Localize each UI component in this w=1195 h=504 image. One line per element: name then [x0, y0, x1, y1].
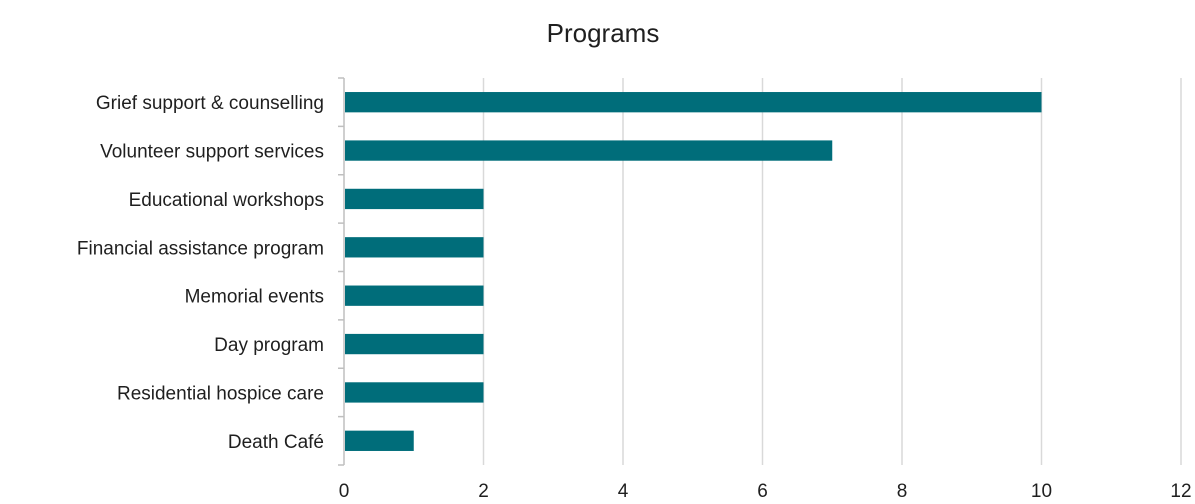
bar	[345, 92, 1042, 113]
category-label: Financial assistance program	[77, 238, 324, 259]
x-tick-label: 4	[618, 481, 629, 502]
x-tick-label: 2	[478, 481, 489, 502]
category-label: Day program	[214, 335, 324, 356]
bar	[345, 285, 484, 306]
category-labels: Grief support & counselling Volunteer sup…	[77, 93, 324, 453]
x-tick-label: 10	[1031, 481, 1052, 502]
chart-title: Programs	[547, 18, 660, 48]
bar	[345, 140, 833, 161]
category-label: Residential hospice care	[117, 383, 324, 404]
bar	[345, 333, 484, 355]
y-axis	[338, 77, 345, 466]
x-tick-labels: 0 2 4 6 8 10 12	[339, 481, 1192, 502]
bar	[345, 237, 484, 258]
category-label: Volunteer support services	[100, 142, 324, 163]
x-tick-label: 12	[1170, 481, 1191, 502]
bar	[345, 430, 414, 451]
category-label: Death Café	[228, 432, 324, 453]
x-tick-label: 6	[757, 481, 768, 502]
bar	[345, 188, 484, 210]
bar	[345, 382, 484, 403]
gridlines	[482, 78, 1182, 465]
x-tick-label: 0	[339, 481, 350, 502]
x-tick-label: 8	[897, 481, 908, 502]
category-label: Educational workshops	[129, 190, 324, 211]
bars	[345, 92, 1042, 451]
category-label: Grief support & counselling	[96, 93, 324, 114]
category-label: Memorial events	[185, 287, 324, 308]
